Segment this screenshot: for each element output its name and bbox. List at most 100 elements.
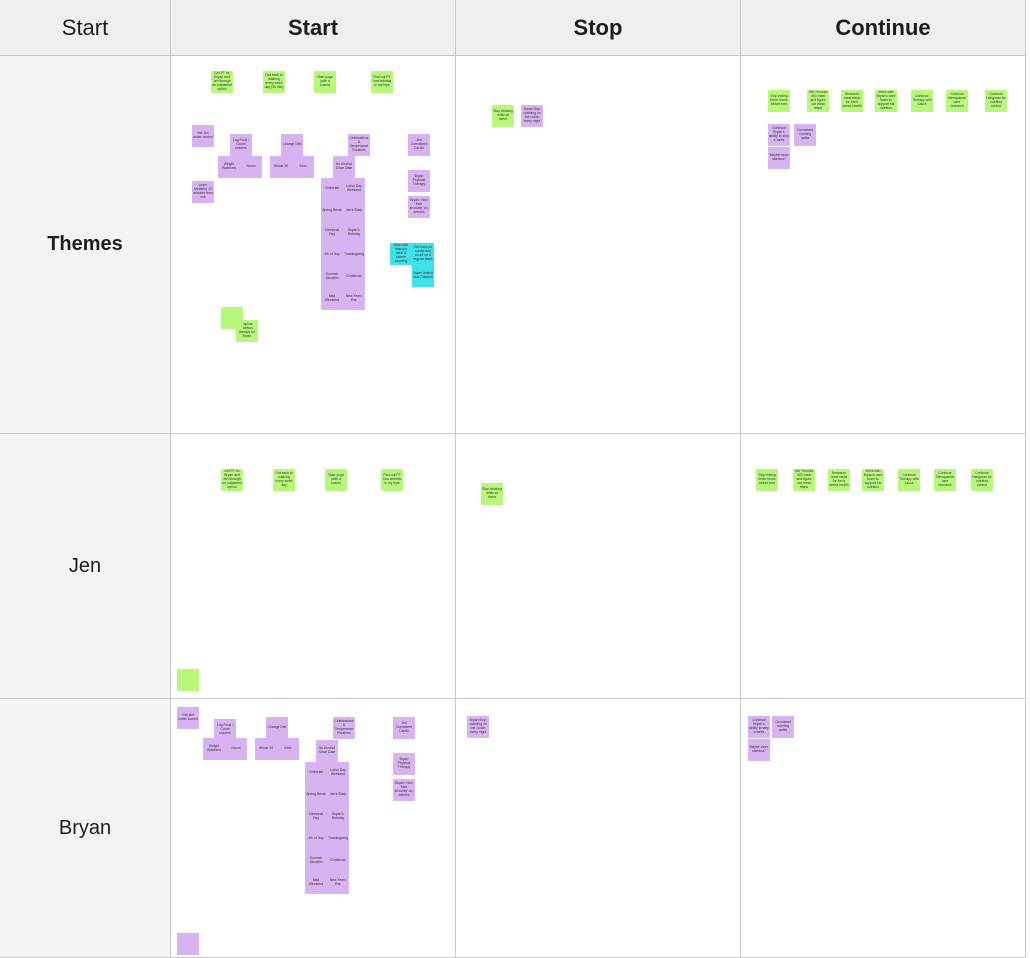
sticky-note[interactable]: Get diet under control xyxy=(177,707,199,729)
sticky-note[interactable]: Mad Weekend xyxy=(305,872,327,894)
sticky-note[interactable]: Bryan: How their shoulder on, arthritis xyxy=(393,779,415,801)
sticky-note[interactable]: Continue Hangman for nutrition control xyxy=(985,90,1007,112)
sticky-note[interactable]: Super limited Non-Calories xyxy=(412,265,434,287)
sticky-note[interactable]: Celebrations & Temperance Routines xyxy=(348,134,370,156)
sticky-note[interactable]: Spring Break xyxy=(321,200,343,222)
sticky-note[interactable]: Bryan Stop crashing on the couch every n… xyxy=(521,105,543,127)
sticky-note[interactable]: Bryan: How their shoulder on, arthritis xyxy=(408,196,430,218)
cell-bryan-stop[interactable] xyxy=(456,699,741,958)
sticky-note[interactable]: Find out PT how arthritis in my hips xyxy=(381,469,403,491)
sticky-note[interactable]: Noom xyxy=(225,738,247,760)
sticky-note[interactable]: Weight Watchers xyxy=(218,156,240,178)
sticky-note[interactable]: Research meal steps for Jen's stress hea… xyxy=(841,90,863,112)
sticky-note[interactable]: Set Jen under control xyxy=(192,125,214,147)
sticky-note[interactable]: Christmas xyxy=(343,266,365,288)
sticky-note[interactable]: Bryan's Birthday xyxy=(343,222,365,244)
sticky-note[interactable]: Jen Consistent Cardio xyxy=(393,717,415,739)
sticky-note[interactable]: Thanksgiving xyxy=(327,828,349,850)
sticky-note[interactable]: Find out PT how arthritis in my hips xyxy=(371,71,393,93)
sticky-note[interactable]: Maybe more stamina? xyxy=(768,147,790,169)
sticky-note[interactable]: Weight Watchers xyxy=(203,738,225,760)
sticky-note[interactable]: Start yoga (with a coach) xyxy=(314,71,336,93)
sticky-note[interactable]: Continue Therapy with Laura xyxy=(898,469,920,491)
sticky-note[interactable]: Jen's Bday xyxy=(343,200,365,222)
sticky-note[interactable]: Memorial Day xyxy=(321,222,343,244)
sticky-note[interactable]: Continue Bryan's ability to step a week xyxy=(768,124,790,146)
sticky-note[interactable]: Bryan Stop crashing on the couch every n… xyxy=(467,716,489,738)
header-stop: Stop xyxy=(456,0,741,56)
sticky-note[interactable]: Bryan Physical Therapy xyxy=(408,170,430,192)
sticky-note[interactable]: Get Thomas 400 meal and figure out meal … xyxy=(793,469,815,491)
header-continue: Continue xyxy=(741,0,1026,56)
sticky-note[interactable]: Jen Consistent Cardio xyxy=(408,134,430,156)
row-bryan-text: Bryan xyxy=(58,816,112,839)
sticky-note[interactable]: Stop eating three hours before bed xyxy=(756,469,778,491)
sticky-note[interactable]: Keto xyxy=(292,156,314,178)
sticky-note[interactable]: Get PT for Bryan and Jen through an outp… xyxy=(221,469,243,491)
sticky-note[interactable]: Thanksgiving xyxy=(343,244,365,266)
sticky-note[interactable]: Get PT for Bryan and Jen through an outp… xyxy=(211,71,233,93)
sticky-note[interactable]: Labor Day Weekend xyxy=(343,178,365,200)
sticky-note[interactable]: 4th of July xyxy=(305,828,327,850)
sticky-note[interactable]: Continue Menopause care research xyxy=(946,90,968,112)
sticky-note[interactable]: Bryan Physical Therapy xyxy=(393,753,415,775)
sticky-note[interactable]: Summer Vacation xyxy=(321,266,343,288)
sticky-note[interactable]: Whole 30 xyxy=(255,738,277,760)
sticky-note[interactable]: Labor Day Weekend xyxy=(327,762,349,784)
sticky-note[interactable]: New Years Eve xyxy=(327,872,349,894)
sticky-note[interactable]: Celebrate xyxy=(321,178,343,200)
sticky-note[interactable]: Maybe more stamina? xyxy=(748,739,770,761)
sticky-note[interactable]: Stop eating three hours before bed xyxy=(768,90,790,112)
sticky-note[interactable]: Celebrate xyxy=(305,762,327,784)
sticky-note[interactable]: Noom xyxy=(240,156,262,178)
row-label-bryan: Bryan xyxy=(0,699,171,958)
sticky-note[interactable]: Stick with Nancy's meal & calorie counti… xyxy=(390,243,412,265)
sticky-note[interactable]: Work with Bryan's care team to support h… xyxy=(875,90,897,112)
sticky-note[interactable]: Continue Hangman for nutrition control xyxy=(971,469,993,491)
sticky-note[interactable]: Continue Menopause care research xyxy=(934,469,956,491)
sticky-note[interactable]: No Alcohol Since Date xyxy=(333,156,355,178)
sticky-note[interactable]: Continue Therapy with Laura xyxy=(911,90,933,112)
sticky-note[interactable]: Continue Bryan's ability to step a week xyxy=(748,716,770,738)
sticky-note[interactable]: 4th of July xyxy=(321,244,343,266)
sticky-note[interactable]: Summer Vacation xyxy=(305,850,327,872)
empty-sticky-note[interactable] xyxy=(177,933,199,955)
header-label-column: Start xyxy=(0,0,171,56)
sticky-note[interactable]: Log Food / Count calories xyxy=(230,134,252,156)
sticky-note[interactable]: Change Diet xyxy=(266,717,288,739)
sticky-note[interactable]: Work with Bryan's care team to support h… xyxy=(862,469,884,491)
sticky-note[interactable]: Whole 30 xyxy=(270,156,292,178)
sticky-note[interactable]: Stop drinking while at home xyxy=(492,105,514,127)
sticky-note[interactable]: Consistent morning walks xyxy=(794,124,816,146)
sticky-note[interactable]: Jen's Bday xyxy=(327,784,349,806)
sticky-note[interactable]: No Alcohol Since Date xyxy=(316,740,338,762)
sticky-note[interactable]: Mad Weekend xyxy=(321,288,343,310)
cell-jen-stop[interactable] xyxy=(456,434,741,699)
sticky-note[interactable]: Christmas xyxy=(327,850,349,872)
sticky-note[interactable]: Celebrations & Temperance Routines xyxy=(333,717,355,739)
sticky-note[interactable]: Get back to walking every week day xyxy=(273,469,295,491)
empty-sticky-note[interactable] xyxy=(221,307,243,329)
cell-themes-continue[interactable] xyxy=(741,56,1026,434)
header-stop-text: Stop xyxy=(573,14,623,40)
empty-sticky-note[interactable] xyxy=(177,669,199,691)
sticky-note[interactable]: Bryan's Birthday xyxy=(327,806,349,828)
sticky-note[interactable]: Spring Break xyxy=(305,784,327,806)
sticky-note[interactable]: New Years Eve xyxy=(343,288,365,310)
sticky-note[interactable]: Learn Mealsfor 10 minutes from sub xyxy=(192,181,214,203)
sticky-note[interactable]: Start yoga (with a coach) xyxy=(325,469,347,491)
sticky-note[interactable]: Get back to walking every week day (30 m… xyxy=(263,71,285,93)
sticky-note[interactable]: Get Thomas 400 meal and figure out meal … xyxy=(807,90,829,112)
sticky-note[interactable]: Stop drinking while at home xyxy=(481,483,503,505)
sticky-note[interactable]: Get back on cardio and count on a regula… xyxy=(412,243,434,265)
sticky-note[interactable]: Keto xyxy=(277,738,299,760)
sticky-note[interactable]: Memorial Day xyxy=(305,806,327,828)
row-label-jen: Jen xyxy=(0,434,171,699)
cell-jen-start[interactable] xyxy=(171,434,456,699)
sticky-note[interactable]: Research meal steps for Jen's stress hea… xyxy=(828,469,850,491)
sticky-note[interactable]: Log Food / Count calories xyxy=(214,719,236,741)
sticky-note[interactable]: Change Diet xyxy=(281,134,303,156)
cell-bryan-continue[interactable] xyxy=(741,699,1026,958)
sticky-note[interactable]: Consistent morning walks xyxy=(772,716,794,738)
